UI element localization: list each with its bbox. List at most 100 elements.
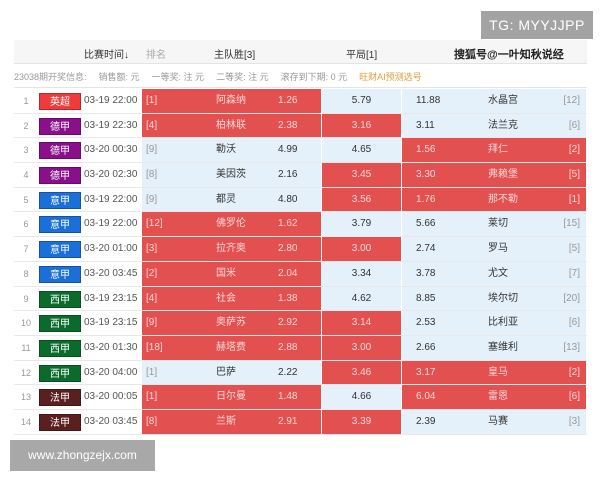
match-time: 03-20 02:30 (84, 169, 138, 181)
home-odds: 4.99 (278, 144, 298, 156)
league-badge[interactable]: 德甲 (39, 117, 81, 135)
away-odds: 5.66 (416, 218, 436, 230)
table-row[interactable]: 9 西甲 03-19 23:15 [4] 社会 1.38 4.62 8.85 埃… (14, 286, 587, 312)
away-win-cell[interactable]: 2.66 塞维利 [13] (402, 335, 587, 360)
league-badge[interactable]: 英超 (39, 93, 81, 110)
table-row[interactable]: 4 德甲 03-20 02:30 [8] 美因茨 2.16 3.45 3.30 … (14, 163, 587, 188)
away-win-cell[interactable]: 2.39 马赛 [3] (402, 409, 587, 434)
away-win-cell[interactable]: 1.76 那不勒 [1] (402, 187, 587, 212)
row-number: 4 (23, 170, 29, 181)
table-row[interactable]: 14 法甲 03-20 03:45 [8] 兰斯 2.91 3.39 2.39 … (14, 409, 587, 435)
away-rank: [7] (568, 267, 580, 279)
match-time: 03-19 22:00 (84, 95, 138, 106)
draw-cell[interactable]: 3.46 (322, 360, 402, 385)
home-win-cell[interactable]: [12] 佛罗伦 1.62 (142, 212, 322, 237)
row-number: 5 (23, 194, 29, 205)
home-odds: 2.04 (278, 267, 298, 279)
table-row[interactable]: 8 意甲 03-20 03:45 [2] 国米 2.04 3.34 3.78 尤… (14, 261, 587, 287)
draw-cell[interactable]: 3.79 (322, 212, 402, 237)
table-row[interactable]: 10 西甲 03-19 23:15 [9] 奥萨苏 2.92 3.14 2.53… (14, 311, 587, 336)
match-time: 03-19 22:30 (84, 119, 138, 131)
match-time: 03-20 03:45 (84, 415, 138, 427)
league-badge[interactable]: 意甲 (39, 191, 81, 209)
league-badge[interactable]: 德甲 (39, 142, 81, 160)
draw-cell[interactable]: 4.66 (322, 385, 402, 409)
draw-cell[interactable]: 5.79 (322, 89, 402, 113)
away-odds: 2.39 (416, 415, 436, 427)
home-win-cell[interactable]: [9] 奥萨苏 2.92 (142, 311, 322, 335)
away-rank: [12] (563, 95, 580, 106)
row-number: 12 (20, 367, 31, 378)
home-win-cell[interactable]: [1] 巴萨 2.22 (142, 360, 322, 385)
draw-odds: 4.65 (351, 144, 372, 156)
league-badge[interactable]: 西甲 (39, 339, 81, 357)
league-badge[interactable]: 德甲 (39, 167, 81, 185)
draw-cell[interactable]: 3.45 (322, 163, 402, 187)
second-prize-label: 二等奖: 注 元 (216, 71, 269, 82)
home-odds: 2.91 (278, 415, 298, 427)
home-win-cell[interactable]: [1] 阿森纳 1.26 (142, 89, 322, 113)
ai-predict-link[interactable]: 旺财AI预测选号 (359, 71, 422, 82)
table-row[interactable]: 12 西甲 03-20 04:00 [1] 巴萨 2.22 3.46 3.17 … (14, 360, 587, 386)
draw-odds: 3.00 (351, 341, 372, 353)
home-win-cell[interactable]: [9] 都灵 4.80 (142, 187, 322, 212)
draw-cell[interactable]: 3.00 (322, 237, 402, 261)
league-badge[interactable]: 意甲 (39, 216, 81, 234)
home-win-cell[interactable]: [9] 勒沃 4.99 (142, 138, 322, 163)
away-win-cell[interactable]: 2.53 比利亚 [6] (402, 311, 587, 335)
draw-cell[interactable]: 3.56 (322, 187, 402, 212)
away-win-cell[interactable]: 3.11 法兰克 [6] (402, 113, 587, 138)
away-odds: 11.88 (416, 95, 441, 106)
header-time[interactable]: 比赛时间↓ (84, 50, 129, 61)
home-team: 柏林联 (216, 119, 246, 131)
match-table: 1 英超 03-19 22:00 [1] 阿森纳 1.26 5.79 11.88… (14, 89, 587, 435)
draw-odds: 4.62 (351, 292, 372, 304)
away-win-cell[interactable]: 8.85 埃尔切 [20] (402, 286, 587, 311)
home-win-cell[interactable]: [18] 赫塔费 2.88 (142, 335, 322, 360)
home-win-cell[interactable]: [1] 日尔曼 1.48 (142, 385, 322, 409)
home-win-cell[interactable]: [4] 社会 1.38 (142, 286, 322, 311)
home-win-cell[interactable]: [4] 柏林联 2.38 (142, 113, 322, 138)
away-odds: 6.04 (416, 391, 436, 403)
league-badge[interactable]: 法甲 (39, 389, 81, 407)
league-badge[interactable]: 西甲 (39, 364, 81, 382)
home-odds: 2.80 (278, 243, 298, 255)
away-win-cell[interactable]: 2.74 罗马 [5] (402, 237, 587, 261)
draw-cell[interactable]: 3.14 (322, 311, 402, 335)
away-win-cell[interactable]: 3.17 皇马 [2] (402, 360, 587, 385)
league-badge[interactable]: 意甲 (39, 265, 81, 283)
league-badge[interactable]: 西甲 (39, 290, 81, 308)
league-badge[interactable]: 意甲 (39, 241, 81, 259)
away-team: 尤文 (488, 267, 508, 279)
away-win-cell[interactable]: 5.66 莱切 [15] (402, 212, 587, 237)
match-time: 03-20 00:30 (84, 144, 138, 156)
home-win-cell[interactable]: [8] 兰斯 2.91 (142, 409, 322, 434)
home-rank: [1] (146, 366, 158, 378)
away-odds: 3.11 (416, 119, 435, 131)
league-badge[interactable]: 法甲 (39, 413, 81, 431)
home-win-cell[interactable]: [2] 国米 2.04 (142, 261, 322, 286)
table-row[interactable]: 11 西甲 03-20 01:30 [18] 赫塔费 2.88 3.00 2.6… (14, 335, 587, 361)
draw-cell[interactable]: 3.00 (322, 335, 402, 360)
away-win-cell[interactable]: 3.78 尤文 [7] (402, 261, 587, 286)
table-row[interactable]: 1 英超 03-19 22:00 [1] 阿森纳 1.26 5.79 11.88… (14, 89, 587, 114)
table-row[interactable]: 5 意甲 03-19 22:00 [9] 都灵 4.80 3.56 1.76 那… (14, 187, 587, 213)
home-win-cell[interactable]: [8] 美因茨 2.16 (142, 163, 322, 187)
away-win-cell[interactable]: 11.88 水晶宫 [12] (402, 89, 587, 113)
away-win-cell[interactable]: 1.56 拜仁 [2] (402, 138, 587, 163)
away-win-cell[interactable]: 6.04 雷恩 [6] (402, 385, 587, 409)
draw-cell[interactable]: 3.39 (322, 409, 402, 434)
league-badge[interactable]: 西甲 (39, 315, 81, 333)
draw-odds: 3.34 (351, 267, 372, 279)
draw-cell[interactable]: 4.62 (322, 286, 402, 311)
draw-cell[interactable]: 4.65 (322, 138, 402, 163)
table-row[interactable]: 13 法甲 03-20 00:05 [1] 日尔曼 1.48 4.66 6.04… (14, 385, 587, 410)
table-row[interactable]: 7 意甲 03-20 01:00 [3] 拉齐奥 2.80 3.00 2.74 … (14, 237, 587, 262)
table-row[interactable]: 6 意甲 03-19 22:00 [12] 佛罗伦 1.62 3.79 5.66… (14, 212, 587, 238)
away-win-cell[interactable]: 3.30 弗赖堡 [5] (402, 163, 587, 187)
home-win-cell[interactable]: [3] 拉齐奥 2.80 (142, 237, 322, 261)
table-row[interactable]: 2 德甲 03-19 22:30 [4] 柏林联 2.38 3.16 3.11 … (14, 113, 587, 139)
draw-cell[interactable]: 3.34 (322, 261, 402, 286)
table-row[interactable]: 3 德甲 03-20 00:30 [9] 勒沃 4.99 4.65 1.56 拜… (14, 138, 587, 164)
draw-cell[interactable]: 3.16 (322, 113, 402, 138)
